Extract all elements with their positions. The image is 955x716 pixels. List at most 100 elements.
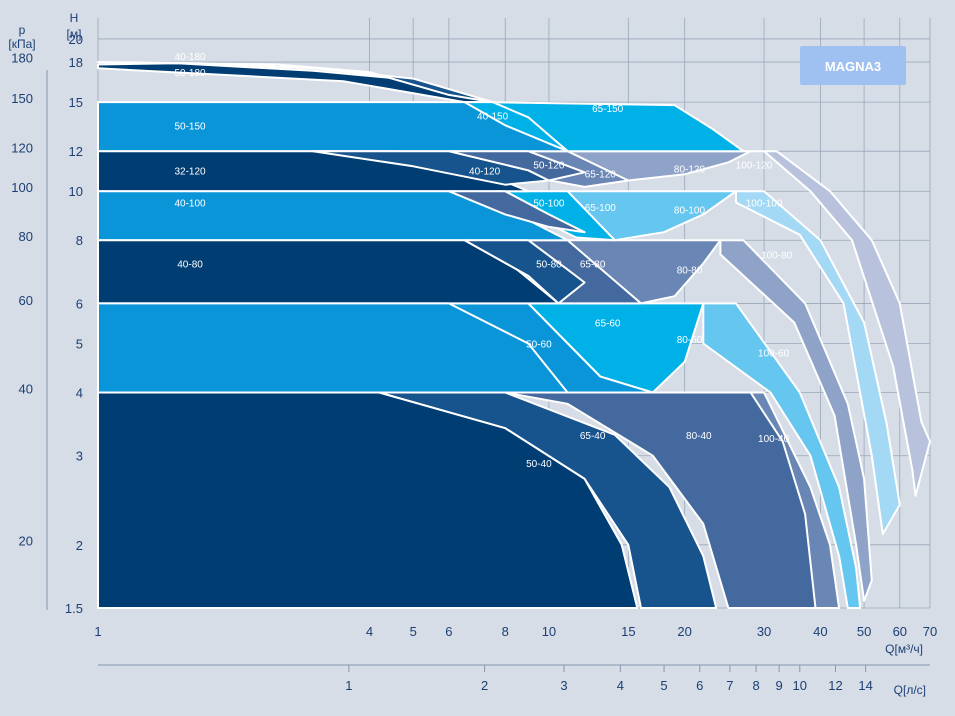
pump-region-40-100: [97, 190, 569, 242]
q2-tick-label: 6: [696, 678, 703, 693]
q-tick-label: 15: [621, 624, 635, 639]
p-tick-label: 40: [19, 382, 33, 397]
q2-tick-label: 14: [858, 678, 872, 693]
pump-label-40-150: 40-150: [477, 112, 509, 123]
p-tick-label: 60: [19, 293, 33, 308]
q2-tick-label: 9: [776, 678, 783, 693]
pump-label-50-100: 50-100: [533, 198, 565, 209]
h-tick-label: 12: [69, 144, 83, 159]
pump-label-100-80: 100-80: [761, 250, 793, 261]
pump-label-32-120: 32-120: [174, 166, 206, 177]
pump-label-80-40: 80-40: [686, 431, 712, 442]
h-axis-label: H: [70, 11, 79, 25]
pump-label-40-180: 40-180: [174, 52, 206, 63]
pump-region-100-60: [702, 302, 862, 609]
pump-label-50-80: 50-80: [536, 259, 562, 270]
magna3-badge: MAGNA3: [800, 46, 906, 85]
pump-label-100-40: 100-40: [758, 434, 790, 445]
h-tick-label: 1.5: [65, 601, 83, 616]
q2-tick-label: 7: [726, 678, 733, 693]
q-tick-label: 5: [410, 624, 417, 639]
pump-region-50-40: [97, 391, 639, 609]
h-tick-label: 5: [76, 336, 83, 351]
pump-label-80-60: 80-60: [677, 335, 703, 346]
q2-axis-label: Q[л/с]: [894, 683, 926, 697]
pump-label-65-80: 65-80: [580, 259, 606, 270]
pump-region-50-60: [97, 302, 569, 394]
h-tick-label: 4: [76, 386, 83, 401]
q-tick-label: 30: [757, 624, 771, 639]
pump-label-100-100: 100-100: [746, 198, 783, 209]
h-axis-unit: [м]: [67, 27, 82, 41]
h-tick-label: 18: [69, 55, 83, 70]
q-tick-label: 6: [445, 624, 452, 639]
q-tick-label: 10: [542, 624, 556, 639]
pump-label-80-120: 80-120: [674, 164, 706, 175]
q-tick-label: 60: [893, 624, 907, 639]
h-tick-label: 8: [76, 233, 83, 248]
p-tick-label: 20: [19, 533, 33, 548]
q2-tick-label: 12: [828, 678, 842, 693]
h-tick-label: 15: [69, 95, 83, 110]
pump-label-50-120: 50-120: [533, 160, 565, 171]
axes: 1.52345681012151820H[м]20406080100120150…: [8, 11, 937, 697]
pump-region-50-180: [97, 62, 494, 104]
p-tick-label: 150: [11, 91, 33, 106]
pump-label-40-80: 40-80: [177, 259, 203, 270]
pump-label-40-100: 40-100: [174, 198, 206, 209]
h-tick-label: 2: [76, 538, 83, 553]
pump-label-100-60: 100-60: [758, 348, 790, 359]
p-tick-label: 120: [11, 141, 33, 156]
pump-region-50-120: [447, 150, 586, 182]
pump-region-100-100: [735, 190, 901, 536]
q2-tick-label: 5: [660, 678, 667, 693]
badge-label: MAGNA3: [825, 59, 881, 74]
p-axis-label: p: [19, 23, 26, 37]
pump-label-65-40: 65-40: [580, 431, 606, 442]
h-tick-label: 3: [76, 449, 83, 464]
pump-label-50-150: 50-150: [174, 121, 206, 132]
q-tick-label: 20: [677, 624, 691, 639]
q-tick-label: 1: [94, 624, 101, 639]
p-tick-label: 100: [11, 180, 33, 195]
q-tick-label: 8: [502, 624, 509, 639]
pump-label-50-180: 50-180: [174, 68, 206, 79]
pump-region-50-80: [463, 239, 586, 305]
pump-label-40-120: 40-120: [469, 166, 501, 177]
pump-region-100-80: [719, 239, 873, 602]
pump-label-80-100: 80-100: [674, 206, 706, 217]
q2-tick-label: 4: [617, 678, 624, 693]
badge-background: [800, 46, 906, 85]
pump-region-labels: 100-120 100-100 100-80 100-60 100-40 80-120 80…: [174, 52, 792, 470]
q2-tick-label: 10: [793, 678, 807, 693]
pump-region-40-150: [463, 101, 569, 153]
pump-label-50-60: 50-60: [526, 339, 552, 350]
h-tick-label: 10: [69, 184, 83, 199]
pump-label-50-40: 50-40: [526, 459, 552, 470]
pump-region-50-100: [447, 190, 586, 234]
pump-label-65-60: 65-60: [595, 319, 621, 330]
q2-tick-label: 8: [752, 678, 759, 693]
pump-label-65-120: 65-120: [585, 169, 617, 180]
q-tick-label: 50: [857, 624, 871, 639]
q2-tick-label: 3: [560, 678, 567, 693]
pump-regions: [97, 61, 931, 609]
pump-label-65-150: 65-150: [592, 104, 624, 115]
h-tick-label: 20: [69, 32, 83, 47]
pump-region-40-80: [97, 239, 560, 305]
pump-label-100-120: 100-120: [736, 160, 773, 171]
q2-tick-label: 2: [481, 678, 488, 693]
pump-region-100-120: [749, 150, 931, 497]
q-tick-label: 40: [813, 624, 827, 639]
p-axis-unit: [кПа]: [8, 37, 35, 51]
q-axis-label: Q[м³/ч]: [885, 642, 923, 656]
p-tick-label: 180: [11, 50, 33, 65]
q2-tick-label: 1: [345, 678, 352, 693]
pump-label-65-100: 65-100: [585, 203, 617, 214]
pump-label-80-80: 80-80: [677, 266, 703, 277]
pump-region-80-40: [504, 391, 817, 609]
h-tick-label: 6: [76, 296, 83, 311]
q-tick-label: 70: [923, 624, 937, 639]
